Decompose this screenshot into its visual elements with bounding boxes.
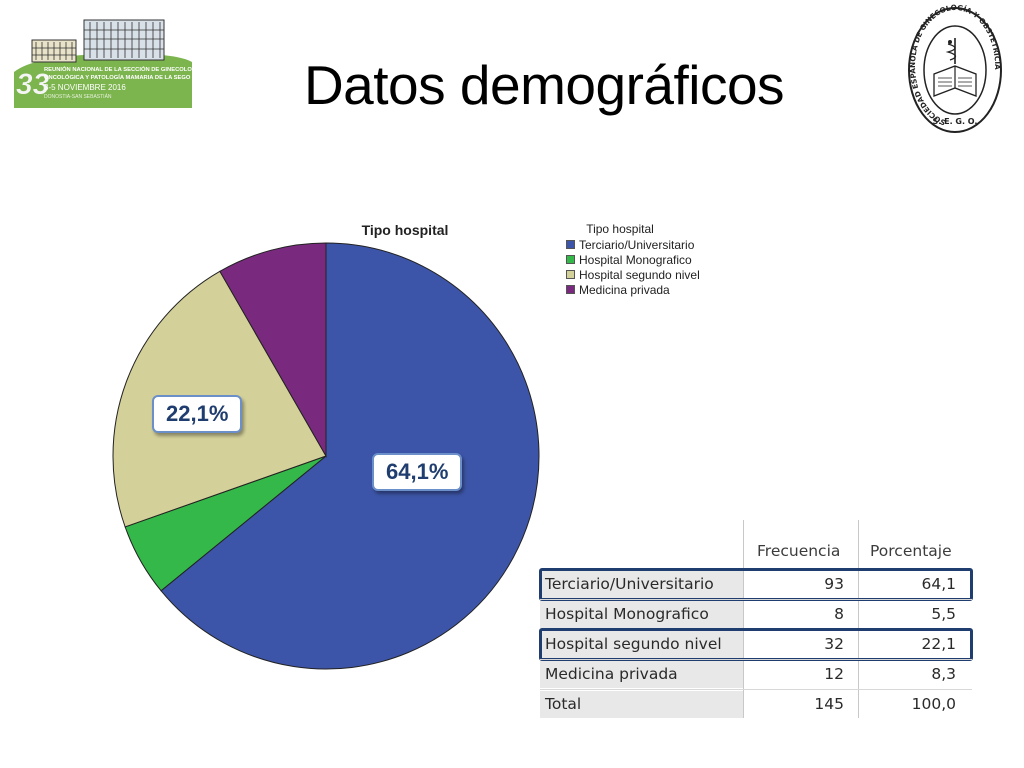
header-frecuencia: Frecuencia (757, 542, 841, 560)
legend-swatch (566, 240, 575, 249)
legend-label: Hospital segundo nivel (579, 267, 700, 282)
cell-category: Hospital Monografico (540, 601, 743, 628)
cell-frecuencia: 12 (824, 665, 844, 683)
cell-category: Hospital segundo nivel (540, 631, 743, 658)
row-separator (540, 689, 972, 690)
cell-frecuencia: 145 (814, 695, 844, 713)
building-right-icon (83, 19, 165, 61)
callout-segundo-nivel: 22,1% (152, 395, 243, 433)
table-row: Medicina privada 12 8,3 (540, 661, 972, 688)
table-row: Total 145 100,0 (540, 691, 972, 718)
table-divider-1 (743, 520, 744, 718)
legend-title: Tipo hospital (586, 222, 654, 236)
cell-frecuencia: 93 (824, 575, 844, 593)
legend-swatch (566, 285, 575, 294)
cell-porcentaje: 22,1 (921, 635, 956, 653)
chart-title: Tipo hospital (361, 222, 449, 238)
legend-item: Hospital segundo nivel (566, 267, 700, 282)
table-divider-2 (858, 520, 859, 718)
callout-terciario: 64,1% (372, 453, 463, 491)
legend-label: Terciario/Universitario (579, 237, 695, 252)
legend-swatch (566, 255, 575, 264)
logo-line2: ONCOLÓGICA Y PATOLOGÍA MAMARIA DE LA SEG… (44, 73, 191, 81)
conference-logo: 33 REUNIÓN NACIONAL DE LA SECCIÓN DE GIN… (14, 19, 192, 108)
legend-item: Medicina privada (566, 282, 700, 297)
logo-date: 3-5 NOVIEMBRE 2016 (44, 83, 126, 92)
cell-frecuencia: 32 (824, 635, 844, 653)
table-row: Hospital segundo nivel 32 22,1 (540, 631, 972, 658)
chart-legend: Tipo hospital Terciario/Universitario Hos… (566, 222, 700, 297)
building-left-icon (31, 39, 77, 63)
sego-seal: SOCIEDAD ESPAÑOLA DE GINECOLOGÍA Y OBSTE… (908, 4, 1002, 133)
cell-category: Medicina privada (540, 661, 743, 688)
header-porcentaje: Porcentaje (870, 542, 952, 560)
logo-line1: REUNIÓN NACIONAL DE LA SECCIÓN DE GINECO… (44, 65, 192, 73)
caduceus-book-icon (933, 38, 977, 97)
slide-title: Datos demográficos (303, 54, 785, 116)
cell-porcentaje: 8,3 (931, 665, 956, 683)
table-row: Terciario/Universitario 93 64,1 (540, 571, 972, 598)
row-highlight-box (539, 628, 973, 661)
cell-porcentaje: 64,1 (921, 575, 956, 593)
legend-item: Hospital Monografico (566, 252, 700, 267)
cell-frecuencia: 8 (834, 605, 844, 623)
row-separator (540, 599, 972, 600)
legend-item: Terciario/Universitario (566, 237, 700, 252)
logo-place: DONOSTIA-SAN SEBASTIÁN (44, 93, 112, 100)
cell-porcentaje: 5,5 (931, 605, 956, 623)
row-separator (540, 659, 972, 660)
legend-swatch (566, 270, 575, 279)
legend-label: Hospital Monografico (579, 252, 692, 267)
legend-label: Medicina privada (579, 282, 670, 297)
logo-number: 33 (16, 68, 50, 101)
pie-slice-terciario-universitario (160, 242, 540, 670)
table-row: Hospital Monografico 8 5,5 (540, 601, 972, 628)
pie-slice-hospital-monografico (124, 455, 327, 592)
logo-green-band (14, 53, 192, 108)
seal-bottom-text: S. E. G. O. (933, 117, 978, 126)
cell-porcentaje: 100,0 (911, 695, 956, 713)
cell-category: Terciario/Universitario (540, 571, 743, 598)
cell-category: Total (540, 691, 743, 718)
row-highlight-box (539, 568, 973, 601)
